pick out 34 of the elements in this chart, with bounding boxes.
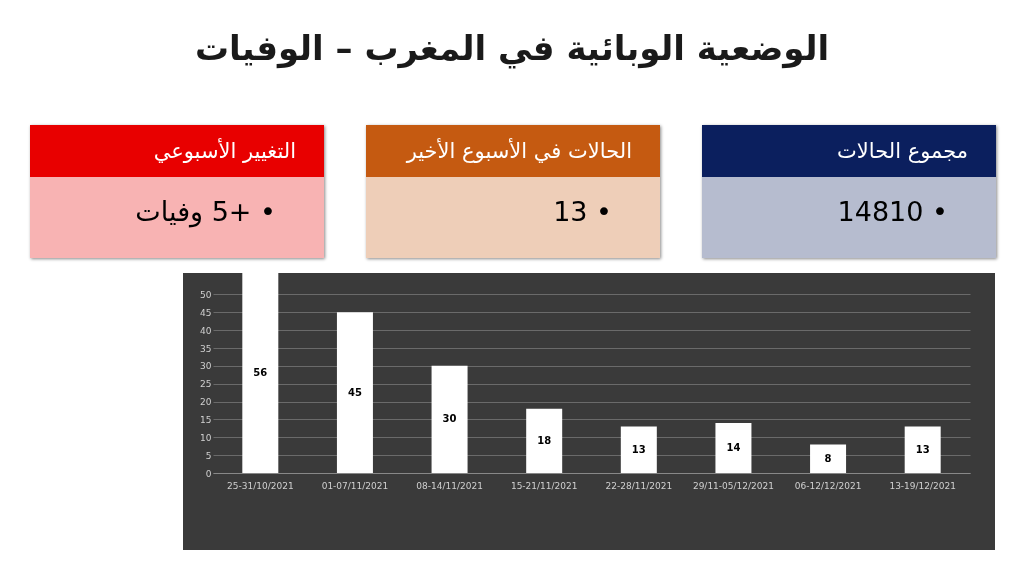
text: الوضعية الوبائية في المغرب – الوفيات bbox=[193, 28, 831, 68]
y-tick-label: 10 bbox=[200, 432, 212, 443]
data-label: 56 bbox=[253, 367, 268, 378]
text: • 14810 bbox=[836, 195, 948, 229]
text: • 13 bbox=[552, 195, 612, 229]
y-tick-label: 25 bbox=[200, 379, 212, 390]
y-tick-label: 50 bbox=[200, 289, 212, 300]
category-label: التغيير الأسبوعي bbox=[30, 125, 324, 177]
y-tick-label: 35 bbox=[200, 343, 212, 354]
y-tick-label: 0 bbox=[205, 468, 212, 479]
category-label: مجموع الحالات bbox=[702, 125, 996, 177]
category-label: الحالات في الأسبوع الأخير bbox=[366, 125, 660, 177]
x-tick-label: 15-21/11/2021 bbox=[510, 480, 578, 491]
y-tick-label: 30 bbox=[200, 361, 212, 372]
y-tick-label: 5 bbox=[205, 450, 212, 461]
x-tick-label: 08-14/11/2021 bbox=[416, 480, 483, 491]
data-label: 14 bbox=[726, 442, 741, 453]
y-tick-label: 40 bbox=[200, 325, 212, 336]
x-tick-label: 01-07/11/2021 bbox=[321, 480, 389, 491]
data-label: 13 bbox=[915, 443, 930, 455]
text: • +5 وفيات bbox=[134, 195, 276, 230]
y-tick-label: 15 bbox=[200, 414, 212, 425]
data-label: 18 bbox=[537, 434, 552, 446]
x-tick-label: 22-28/11/2021 bbox=[605, 480, 673, 491]
data-label: 45 bbox=[347, 386, 362, 398]
y-tick-label: 45 bbox=[200, 307, 212, 318]
x-tick-label: 06-12/12/2021 bbox=[794, 480, 862, 491]
x-tick-label: 29/11-05/12/2021 bbox=[692, 480, 774, 491]
data-label: 13 bbox=[631, 443, 646, 455]
data-label: 30 bbox=[442, 413, 457, 425]
y-tick-label: 20 bbox=[200, 397, 212, 408]
x-tick-label: 25-31/10/2021 bbox=[227, 480, 294, 491]
data-label: 8 bbox=[824, 452, 832, 464]
x-tick-label: 13-19/12/2021 bbox=[889, 480, 956, 491]
